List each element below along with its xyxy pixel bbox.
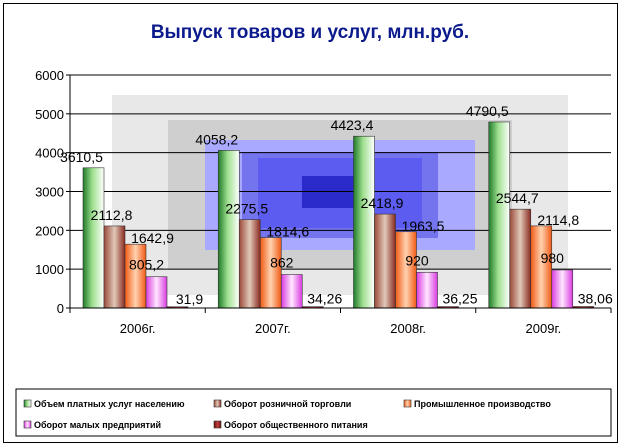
bar [280,274,303,309]
data-label: 2112,8 [91,207,133,223]
bar [416,271,438,309]
chart-title: Выпуск товаров и услуг, млн.руб. [151,22,469,43]
data-label: 1814,6 [266,224,309,240]
y-tick-label: 1000 [35,262,64,277]
data-label: 2544,7 [496,190,539,206]
legend-items: Объем платных услуг населению Оборот розн… [23,399,551,430]
y-axis: 0 1000 2000 3000 4000 5000 6000 [35,68,71,316]
data-label: 862 [270,255,294,271]
legend-swatch [213,399,222,408]
legend-swatch [23,399,32,408]
y-tick-label: 2000 [35,223,64,238]
x-tick-label: 2008г. [390,321,426,336]
data-label: 31,9 [176,291,203,307]
y-tick-label: 3000 [35,185,64,200]
legend-swatch [23,420,32,429]
bars [82,121,595,309]
data-label: 2275,5 [225,201,268,217]
data-label: 805,2 [129,257,164,273]
data-label: 4058,2 [195,131,238,147]
y-tick-label: 6000 [35,68,64,83]
legend-label: Оборот розничной торговли [224,399,351,409]
data-label: 3610,5 [60,149,103,165]
bar [488,121,511,309]
bar [353,135,375,309]
bar [82,167,105,309]
x-tick-label: 2007г. [255,321,291,336]
data-label: 36,25 [442,291,477,307]
legend-swatch [403,399,412,408]
legend-label: Оборот малых предприятий [34,420,161,430]
data-label: 34,26 [307,291,342,307]
y-tick-label: 5000 [35,107,64,122]
data-label: 1963,5 [402,218,445,234]
y-tick-label: 0 [57,301,64,316]
bar [395,231,417,309]
legend [15,388,612,437]
legend-swatch [213,420,222,429]
data-label: 38,06 [578,291,613,307]
bar [238,219,261,309]
data-label: 2418,9 [361,195,404,211]
bar [259,237,282,309]
bar [103,225,126,309]
legend-label: Объем платных услуг населению [34,399,185,409]
data-label: 4423,4 [331,117,374,133]
data-label: 2114,8 [537,212,579,228]
data-label: 4790,5 [466,103,509,119]
data-label: 980 [541,250,565,266]
bar [551,269,574,309]
x-axis: 2006г. 2007г. 2008г. 2009г. [69,307,612,336]
x-tick-label: 2009г. [526,321,562,336]
data-label: 920 [405,252,429,268]
data-label: 1642,9 [131,230,174,246]
bar [374,213,396,309]
bar [530,225,553,309]
bar [145,276,168,309]
legend-label: Промышленное производство [414,399,551,409]
y-tick-label: 4000 [35,146,64,161]
legend-label: Оборот общественного питания [224,420,368,430]
x-tick-label: 2006г. [120,321,156,336]
data-labels: 3610,5 2112,8 1642,9 805,2 31,9 4058,2 2275,5 1… [60,103,613,307]
bar [124,243,147,309]
bar [509,208,532,309]
bar [217,150,240,309]
